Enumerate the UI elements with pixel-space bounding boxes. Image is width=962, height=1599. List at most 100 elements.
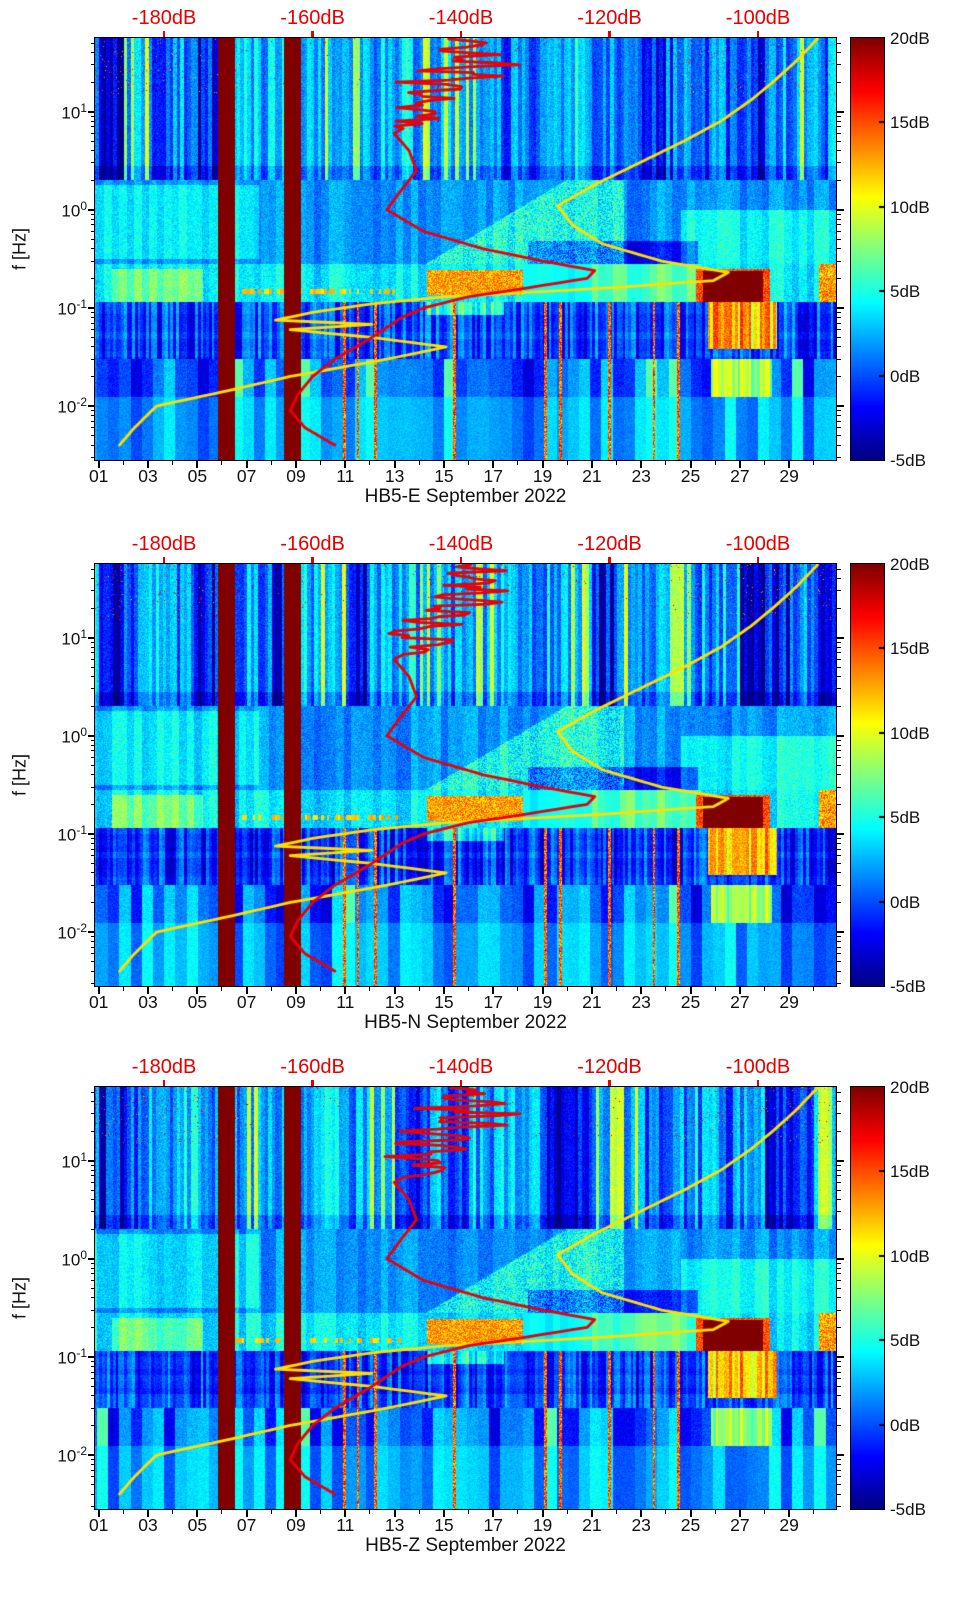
top-axis-tick-mark [459,1080,463,1087]
y-minor-tick [91,1360,95,1362]
x-tick-label: 25 [680,466,701,486]
y-minor-tick-right [837,652,841,654]
y-minor-tick-right [837,757,841,759]
x-minor-tick [690,461,691,465]
x-minor-tick [270,1510,272,1514]
colorbar-tick-label: 20dB [890,555,930,574]
x-minor-tick [566,987,568,991]
y-minor-tick [91,837,95,839]
y-major-tick-right [837,405,844,408]
y-minor-tick-right [837,52,841,54]
top-axis-db-label: -120dB [577,7,642,29]
y-minor-tick [91,1175,95,1177]
y-minor-tick [91,224,95,226]
colorbar-tick-label: -5dB [890,1500,926,1519]
y-minor-tick [91,1189,95,1191]
y-major-tick [88,734,95,737]
y-major-tick [88,110,95,113]
x-minor-tick [788,1510,790,1514]
y-minor-tick [91,1395,95,1397]
x-minor-tick [418,1510,420,1514]
colorbar-tick-label: 15dB [890,113,930,133]
spectrogram-canvas [95,1087,836,1509]
y-minor-tick [91,1297,95,1299]
x-minor-tick [616,1510,618,1514]
y-minor-tick-right [837,311,841,313]
x-minor-tick [542,987,544,991]
y-minor-tick-right [837,774,841,776]
y-minor-tick-right [837,1385,841,1387]
y-minor-tick [91,1378,95,1380]
top-axis-db-label: -140dB [428,7,494,29]
y-minor-tick [91,1130,95,1132]
x-tick-label: 21 [582,466,602,486]
y-minor-tick-right [837,64,841,66]
colorbar-tick-label: 10dB [890,1246,930,1266]
top-axis-tick-mark [756,557,760,564]
y-minor-tick [91,961,95,963]
x-minor-tick [221,461,223,465]
colorbar-canvas [851,38,884,460]
y-minor-tick [91,277,95,279]
y-minor-tick [91,803,95,805]
y-minor-tick-right [837,375,841,377]
x-tick-label: 27 [730,1515,750,1535]
y-minor-tick [91,231,95,233]
y-minor-tick [91,1273,95,1275]
x-tick-label: 05 [187,466,208,486]
y-minor-tick [91,666,95,668]
y-minor-tick-right [837,224,841,226]
y-major-tick [88,1159,95,1162]
y-minor-tick [91,1476,95,1478]
x-minor-tick [616,987,618,991]
y-minor-tick [91,1091,95,1093]
top-axis-db-label: -140dB [428,1056,494,1078]
x-minor-tick [295,987,297,991]
y-minor-tick [91,248,95,250]
x-tick-label: 19 [532,992,553,1012]
x-minor-tick [344,461,346,465]
y-tick-label: 10-2 [57,1444,87,1466]
x-tick-label: 27 [730,466,750,486]
y-minor-tick [91,607,95,609]
x-minor-tick [542,1510,544,1514]
y-minor-tick-right [837,970,841,972]
top-axis-tick-mark [311,1080,314,1087]
x-tick-label: 23 [631,992,651,1012]
x-minor-tick [443,461,445,465]
x-minor-tick [665,987,667,991]
y-major-tick [88,1257,95,1260]
x-minor-tick [763,461,765,465]
x-minor-tick [369,1510,371,1514]
y-minor-tick [91,641,95,643]
x-minor-tick [418,461,420,465]
colorbar-tick-label: 20dB [890,1078,930,1097]
y-minor-tick [91,884,95,886]
colorbar-canvas [851,564,884,986]
y-axis-title: f [Hz] [9,753,30,797]
y-minor-tick-right [837,427,841,429]
y-minor-tick-right [837,1365,841,1367]
x-minor-tick [813,1510,815,1514]
y-minor-tick [91,590,95,592]
y-minor-tick [91,1262,95,1264]
y-minor-tick-right [837,358,841,360]
y-tick-exponent: 0 [80,198,87,213]
y-minor-tick-right [837,982,841,984]
colorbar-tick-label: 5dB [890,282,921,302]
y-minor-tick-right [837,568,841,570]
y-minor-tick [91,658,95,660]
y-minor-tick-right [837,132,841,134]
y-minor-tick [91,140,95,142]
y-minor-tick [91,953,95,955]
x-tick-label: 05 [187,1515,208,1535]
y-minor-tick [91,855,95,857]
y-tick-exponent: -1 [76,1345,87,1360]
x-tick-label: 11 [336,1515,355,1535]
y-minor-tick-right [837,1469,841,1471]
y-minor-tick [91,1407,95,1409]
y-minor-tick-right [837,646,841,648]
y-minor-tick [91,1280,95,1282]
y-minor-tick [91,322,95,324]
x-minor-tick [763,1510,765,1514]
